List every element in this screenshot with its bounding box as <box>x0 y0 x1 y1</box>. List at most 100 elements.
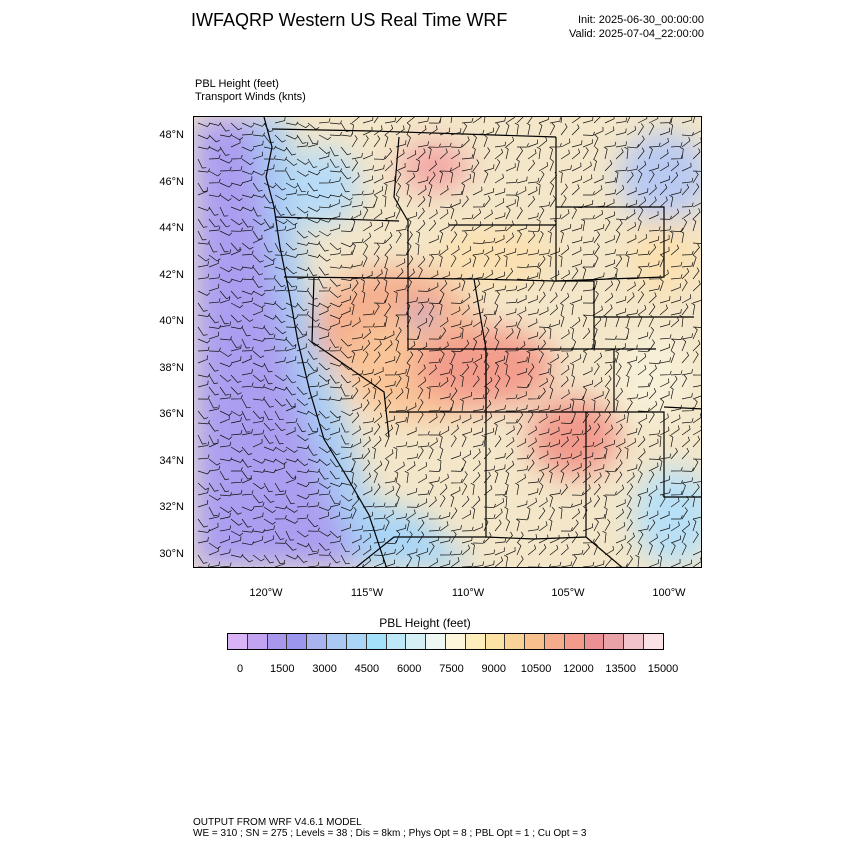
wind-barb <box>615 447 622 460</box>
wind-barb <box>503 254 508 268</box>
wind-barb <box>395 162 406 172</box>
wind-barb <box>549 182 555 196</box>
wind-barb <box>668 122 673 136</box>
wind-barb <box>692 458 701 460</box>
wind-barb <box>483 412 493 424</box>
wind-barb <box>571 410 576 424</box>
wind-barb <box>329 146 339 157</box>
wind-barb <box>241 146 255 152</box>
wind-barb <box>648 470 655 484</box>
wind-barb <box>450 161 461 172</box>
wind-barb <box>549 534 560 544</box>
wind-barb <box>681 436 690 448</box>
wind-barb <box>593 185 603 196</box>
wind-barb <box>637 304 647 316</box>
wind-barb <box>351 350 356 364</box>
wind-barb <box>383 266 388 280</box>
wind-barb <box>669 386 674 400</box>
wind-barb <box>428 160 437 172</box>
wind-barb <box>329 158 340 168</box>
wind-barb <box>472 523 483 532</box>
wind-barb <box>384 559 395 567</box>
wind-barb <box>538 170 545 184</box>
wind-barb <box>461 391 473 400</box>
wind-barb <box>252 438 263 448</box>
wind-barb <box>670 370 683 376</box>
wind-barb <box>230 134 244 141</box>
colorbar-swatch <box>327 634 347 649</box>
wind-barb <box>406 503 419 508</box>
wind-barb <box>219 218 231 228</box>
wind-barb <box>241 428 253 436</box>
wind-barb <box>351 345 364 352</box>
wind-barb <box>351 403 362 412</box>
wind-barb <box>603 494 608 508</box>
wind-barb <box>351 425 361 436</box>
wind-barb <box>626 292 635 304</box>
wind-barb <box>637 382 650 388</box>
wind-barb <box>406 441 419 448</box>
wind-barb <box>692 218 697 232</box>
wind-barb <box>450 245 460 256</box>
wind-barb <box>428 171 436 184</box>
wind-barb <box>472 338 478 352</box>
wind-barb <box>483 117 486 124</box>
wind-barb <box>384 434 390 448</box>
wind-barb <box>593 272 605 280</box>
wind-barb <box>593 174 604 184</box>
wind-barb <box>296 458 309 467</box>
wind-barb <box>692 340 701 352</box>
wind-barb <box>549 439 560 448</box>
wind-barb <box>219 362 233 368</box>
wind-barb <box>439 245 449 256</box>
colorbar-swatch <box>346 634 367 649</box>
wind-barb <box>692 254 697 268</box>
wind-barb <box>362 117 374 124</box>
wind-barb <box>439 550 452 556</box>
wind-barb <box>571 491 584 496</box>
wind-barb <box>428 282 439 292</box>
wind-barb <box>362 310 375 316</box>
wind-barb <box>681 477 694 484</box>
wind-barb <box>439 142 452 148</box>
wind-barb <box>406 242 412 256</box>
wind-barb <box>417 117 429 124</box>
wind-barb <box>274 278 286 288</box>
wind-barb <box>549 561 562 567</box>
wind-barb <box>274 514 287 520</box>
wind-barb <box>461 544 471 556</box>
wind-barb <box>681 406 694 412</box>
wind-barb <box>428 358 441 364</box>
wind-barb <box>428 446 434 460</box>
wind-barb <box>604 304 613 316</box>
wind-barb <box>296 266 310 272</box>
wind-barb <box>637 196 647 208</box>
wind-barb <box>615 230 621 244</box>
wind-barb <box>450 424 459 436</box>
wind-barb <box>318 374 331 382</box>
wind-barb <box>219 410 233 416</box>
wind-barb <box>285 323 298 328</box>
wind-barb <box>362 378 373 388</box>
wind-barb <box>461 122 468 136</box>
wind-barb <box>461 226 474 232</box>
wind-barb <box>472 159 480 172</box>
wind-barb <box>560 117 563 124</box>
wind-barb <box>274 266 288 271</box>
wind-barb <box>659 494 666 508</box>
wind-barb <box>439 377 449 388</box>
wind-barb <box>472 460 481 472</box>
wind-barb <box>494 404 506 412</box>
wind-barb <box>362 232 372 244</box>
wind-barb <box>582 561 595 567</box>
wind-barb <box>593 209 603 220</box>
wind-barb <box>373 186 384 196</box>
wind-barb <box>241 470 252 480</box>
wind-barb <box>527 295 538 304</box>
wind-barb <box>428 235 439 244</box>
wind-barb <box>527 345 540 352</box>
wind-barb <box>231 566 232 567</box>
wind-barb <box>516 294 527 304</box>
wind-barb <box>406 302 411 316</box>
wind-barb <box>582 174 593 184</box>
